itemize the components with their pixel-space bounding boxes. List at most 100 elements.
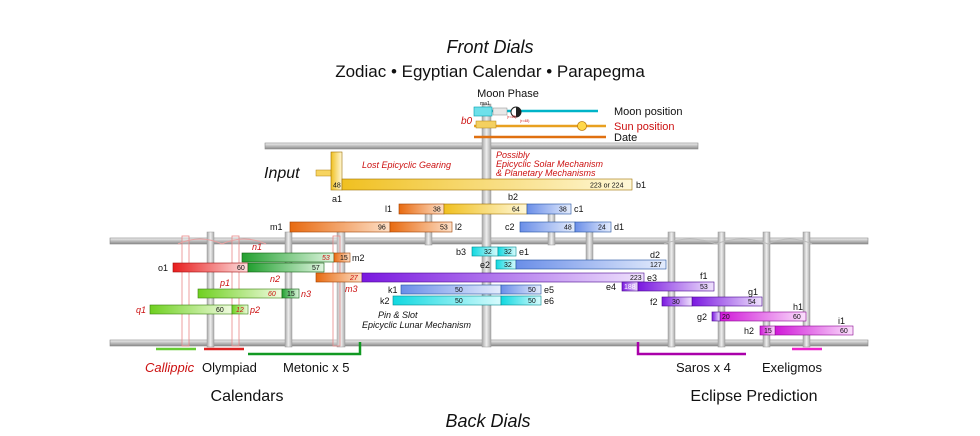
name-f1: f1	[700, 271, 708, 281]
b0-label: b0	[461, 116, 473, 127]
back-dials-title: Back Dials	[445, 411, 530, 431]
possibly-note-2: Epicyclic Solar Mechanism	[496, 159, 604, 169]
possibly-note-3: & Planetary Mechanisms	[496, 168, 596, 178]
teeth-n2: 57	[312, 265, 320, 272]
gear-m2	[333, 252, 351, 263]
teeth-k1: 50	[455, 287, 463, 294]
teeth-e3: 223	[630, 275, 642, 282]
calendars-label: Calendars	[211, 388, 284, 405]
name-g1: g1	[748, 287, 758, 297]
moon-phase-box	[473, 106, 493, 117]
teeth-p1: 60	[268, 291, 276, 298]
name-p1: p1	[219, 278, 230, 288]
bracket-right	[663, 238, 813, 245]
name-n1: n1	[252, 242, 262, 252]
small-gear-note-1: (r=48)	[507, 115, 516, 119]
front-plate	[264, 142, 699, 150]
pin-slot-note-1: Pin & Slot	[378, 310, 418, 320]
teeth-e1: 32	[504, 249, 512, 256]
possibly-note-1: Possibly	[496, 150, 530, 160]
teeth-d2: 127	[650, 262, 662, 269]
name-k2: k2	[380, 296, 390, 306]
eclipse-label: Eclipse Prediction	[690, 388, 817, 405]
teeth-a1: 48	[333, 183, 341, 190]
gear-e3	[361, 272, 645, 283]
axle-metonic	[332, 235, 341, 347]
name-m1: m1	[270, 222, 283, 232]
name-e3: e3	[647, 273, 657, 283]
teeth-l2: 53	[440, 225, 448, 232]
name-d2: d2	[650, 250, 660, 260]
gear-h2	[759, 325, 776, 336]
name-m3: m3	[345, 284, 358, 294]
b0-gear	[475, 120, 497, 129]
name-g2: g2	[697, 312, 707, 322]
gear-p2	[231, 304, 249, 315]
teeth-b3: 32	[484, 249, 492, 256]
gears	[149, 151, 854, 336]
name-e1: e1	[519, 247, 529, 257]
gear-f1	[637, 281, 715, 292]
moon-phase-label: Moon Phase	[477, 88, 539, 100]
axle-callippic	[181, 235, 190, 347]
olympiad-label: Olympiad	[202, 360, 257, 375]
name-c2: c2	[505, 222, 515, 232]
name-l1: l1	[385, 204, 392, 214]
teeth-e5: 50	[528, 287, 536, 294]
teeth-h1: 60	[793, 314, 801, 321]
saros-label: Saros x 4	[676, 360, 731, 375]
gear-k2	[392, 295, 502, 306]
small-gear-note-2: (r=48)	[520, 119, 529, 123]
tooth-counts: 48 223 or 224 38 64 38 96 53 48 24 53 15…	[216, 183, 848, 336]
gear-c1	[526, 203, 572, 215]
moon-position-label: Moon position	[614, 106, 683, 118]
axle-i	[802, 231, 811, 348]
gear-e6	[500, 295, 542, 306]
teeth-m3: 27	[349, 275, 359, 282]
name-d1: d1	[614, 222, 624, 232]
teeth-q1: 60	[216, 307, 224, 314]
name-i1: i1	[838, 316, 845, 326]
teeth-g2: 20	[722, 314, 730, 321]
gear-n1	[241, 252, 335, 263]
gear-n3	[281, 288, 300, 299]
callippic-label: Callippic	[145, 360, 195, 375]
name-b2: b2	[508, 192, 518, 202]
name-o1: o1	[158, 263, 168, 273]
name-c1: c1	[574, 204, 584, 214]
teeth-n3: 15	[287, 291, 295, 298]
teeth-k2: 50	[455, 298, 463, 305]
gear-l2	[389, 221, 453, 233]
teeth-e4: 188	[624, 284, 636, 291]
teeth-l1: 38	[433, 207, 441, 214]
name-e2: e2	[480, 260, 490, 270]
gear-e5	[500, 284, 542, 295]
name-f2: f2	[650, 297, 658, 307]
date-label: Date	[614, 132, 637, 144]
gear-g2	[711, 311, 721, 322]
name-b3: b3	[456, 247, 466, 257]
teeth-f1: 53	[700, 284, 708, 291]
back-dial-markers	[156, 342, 822, 356]
ma1-box	[492, 107, 508, 116]
exeligmos-label: Exeligmos	[762, 360, 822, 375]
bracket-left	[177, 238, 267, 245]
teeth-e2: 32	[504, 262, 512, 269]
sun-ball-icon	[577, 121, 587, 131]
front-dials-title: Front Dials	[446, 37, 533, 57]
teeth-b2: 64	[512, 207, 520, 214]
name-n2: n2	[270, 274, 280, 284]
teeth-o1: 60	[237, 265, 245, 272]
gear-k1	[400, 284, 502, 295]
name-q1: q1	[136, 305, 146, 315]
sun-position-label: Sun position	[614, 121, 675, 133]
name-m2: m2	[352, 253, 365, 263]
gear-b1	[341, 178, 633, 191]
moon-ball-shade	[516, 107, 521, 117]
teeth-e6: 50	[528, 298, 536, 305]
name-l2: l2	[455, 222, 462, 232]
gear-m1	[289, 221, 391, 233]
main-axle	[481, 103, 492, 348]
teeth-c1: 38	[559, 207, 567, 214]
